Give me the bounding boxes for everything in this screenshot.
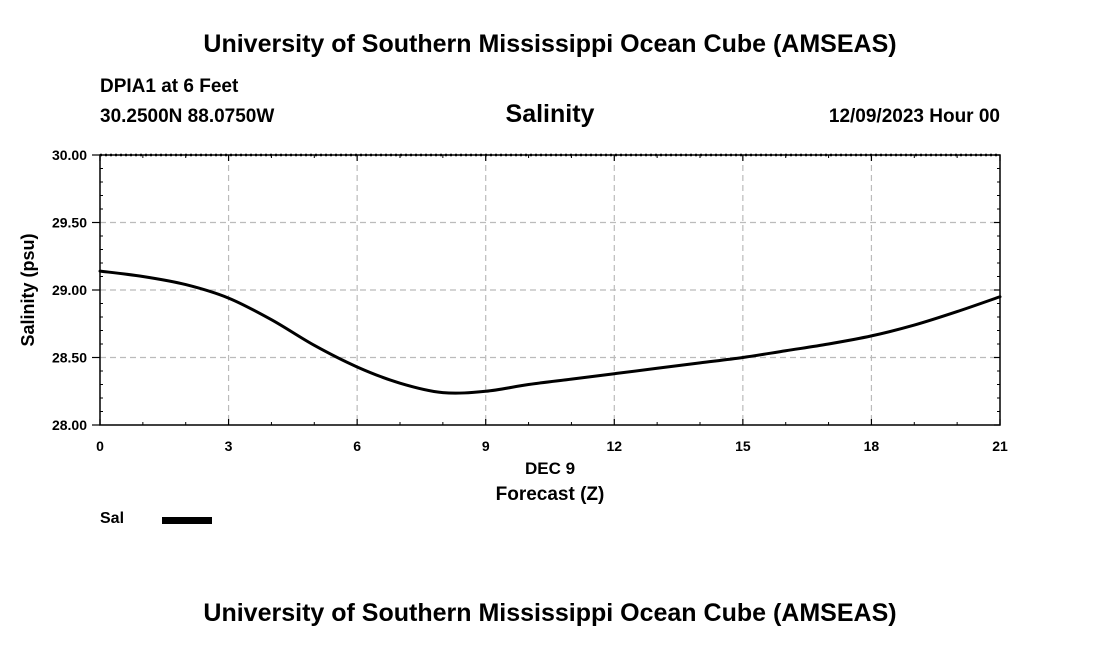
axis-ticks: [92, 153, 1001, 426]
x-tick-label: 3: [225, 438, 233, 454]
legend-swatch: [162, 517, 212, 524]
x-tick-label: 15: [735, 438, 751, 454]
x-tick-label: 0: [96, 438, 104, 454]
title-bottom: University of Southern Mississippi Ocean…: [203, 599, 897, 627]
x-axis-sublabel: DEC 9: [525, 459, 575, 478]
legend-label: Sal: [100, 510, 125, 527]
x-tick-label: 9: [482, 438, 490, 454]
grid: [100, 155, 1000, 425]
y-tick-label: 28.00: [52, 417, 87, 433]
x-tick-label: 12: [606, 438, 622, 454]
y-tick-label: 29.00: [52, 282, 87, 298]
station-label: DPIA1 at 6 Feet: [100, 76, 239, 97]
x-tick-label: 21: [992, 438, 1008, 454]
y-tick-label: 29.50: [52, 215, 87, 231]
series-line-sal: [98, 269, 1002, 395]
y-axis-label: Salinity (psu): [18, 233, 38, 346]
x-axis-label: Forecast (Z): [496, 484, 605, 505]
chart-title: Salinity: [505, 100, 595, 128]
coords-label: 30.2500N 88.0750W: [100, 106, 275, 127]
title-top: University of Southern Mississippi Ocean…: [203, 30, 897, 58]
x-tick-label: 6: [353, 438, 361, 454]
x-tick-labels: 0 3 6 9 12 15 18 21: [96, 438, 1008, 454]
y-tick-label: 30.00: [52, 147, 87, 163]
date-label: 12/09/2023 Hour 00: [828, 106, 1000, 127]
y-tick-labels: 28.00 28.50 29.00 29.50 30.00: [52, 147, 87, 433]
y-tick-label: 28.50: [52, 350, 87, 366]
x-tick-label: 18: [864, 438, 880, 454]
